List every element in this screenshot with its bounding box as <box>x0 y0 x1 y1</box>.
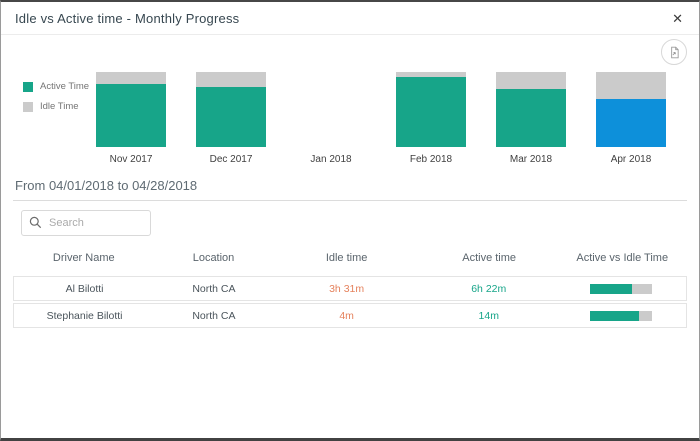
chart-bar-slot[interactable]: Mar 2018 <box>481 72 581 165</box>
chart-legend: Active Time Idle Time <box>23 81 89 121</box>
export-button[interactable] <box>661 39 687 65</box>
cell-idle-time: 3h 31m <box>329 282 365 295</box>
col-header-active-vs-idle: Active vs Idle Time <box>576 251 669 264</box>
idle-time-segment <box>496 72 566 90</box>
table-header-row: Driver Name Location Idle time Active ti… <box>13 245 687 270</box>
search-icon <box>29 216 42 229</box>
cell-active-time: 6h 22m <box>471 282 507 295</box>
idle-time-segment <box>596 72 666 99</box>
active-time-segment <box>496 89 566 147</box>
col-header-location: Location <box>192 251 235 264</box>
chart-category-label: Apr 2018 <box>610 154 652 165</box>
cell-driver-name: Al Bilotti <box>65 282 104 295</box>
search-box <box>21 210 151 236</box>
active-portion-fill <box>590 310 639 321</box>
cell-active-vs-idle <box>557 283 686 294</box>
idle-time-segment <box>96 72 166 84</box>
chart-bar <box>396 72 466 147</box>
active-time-segment <box>396 77 466 147</box>
legend-swatch <box>23 81 33 92</box>
chart-bar <box>296 72 366 147</box>
active-vs-idle-bar <box>590 283 653 294</box>
cell-driver-name: Stephanie Bilotti <box>46 309 123 322</box>
drivers-table: Driver Name Location Idle time Active ti… <box>13 245 687 328</box>
stacked-bar-chart: Active Time Idle Time Nov 2017 Dec 2017 Jan… <box>1 35 699 166</box>
active-vs-idle-bar <box>590 310 653 321</box>
idle-time-segment <box>396 72 466 78</box>
chart-category-label: Mar 2018 <box>509 154 553 165</box>
chart-bars: Nov 2017 Dec 2017 Jan 2018 Feb 2018 Mar 2018… <box>81 72 681 165</box>
idle-time-segment <box>196 72 266 87</box>
active-time-segment <box>96 84 166 147</box>
col-header-driver-name: Driver Name <box>52 251 115 264</box>
table-row[interactable]: Al Bilotti North CA 3h 31m 6h 22m <box>13 276 687 301</box>
legend-item: Active Time <box>23 81 89 92</box>
active-time-segment <box>596 99 666 147</box>
chart-bar <box>596 72 666 147</box>
chart-bar-slot[interactable]: Feb 2018 <box>381 72 481 165</box>
table-body: Al Bilotti North CA 3h 31m 6h 22m Stephanie … <box>13 276 687 328</box>
chart-category-label: Nov 2017 <box>109 154 153 165</box>
chart-bar-slot[interactable]: Dec 2017 <box>181 72 281 165</box>
col-header-active-time: Active time <box>462 251 517 264</box>
active-portion-fill <box>590 283 632 294</box>
chart-bar <box>96 72 166 147</box>
chart-bar-slot[interactable]: Jan 2018 <box>281 72 381 165</box>
chart-bar-slot[interactable]: Apr 2018 <box>581 72 681 165</box>
legend-swatch <box>23 101 33 112</box>
cell-active-time: 14m <box>478 309 499 322</box>
export-report-icon <box>670 46 679 58</box>
cell-active-vs-idle <box>557 310 686 321</box>
legend-label: Active Time <box>40 81 90 92</box>
col-header-idle-time: Idle time <box>325 251 368 264</box>
dialog-title: Idle vs Active time - Monthly Progress <box>15 10 240 26</box>
table-row[interactable]: Stephanie Bilotti North CA 4m 14m <box>13 303 687 328</box>
cell-location: North CA <box>192 309 236 322</box>
cell-location: North CA <box>192 282 236 295</box>
dialog-titlebar: Idle vs Active time - Monthly Progress ✕ <box>1 2 699 35</box>
legend-item: Idle Time <box>23 101 89 112</box>
active-time-segment <box>196 87 266 147</box>
chart-bar-slot[interactable]: Nov 2017 <box>81 72 181 165</box>
cell-idle-time: 4m <box>339 309 354 322</box>
date-range-label: From 04/01/2018 to 04/28/2018 <box>13 166 687 201</box>
chart-category-label: Feb 2018 <box>409 154 453 165</box>
search-input[interactable] <box>21 210 151 236</box>
chart-category-label: Jan 2018 <box>310 154 352 165</box>
close-icon[interactable]: ✕ <box>672 10 683 26</box>
chart-bar <box>496 72 566 147</box>
chart-category-label: Dec 2017 <box>209 154 253 165</box>
chart-bar <box>196 72 266 147</box>
legend-label: Idle Time <box>40 101 79 112</box>
